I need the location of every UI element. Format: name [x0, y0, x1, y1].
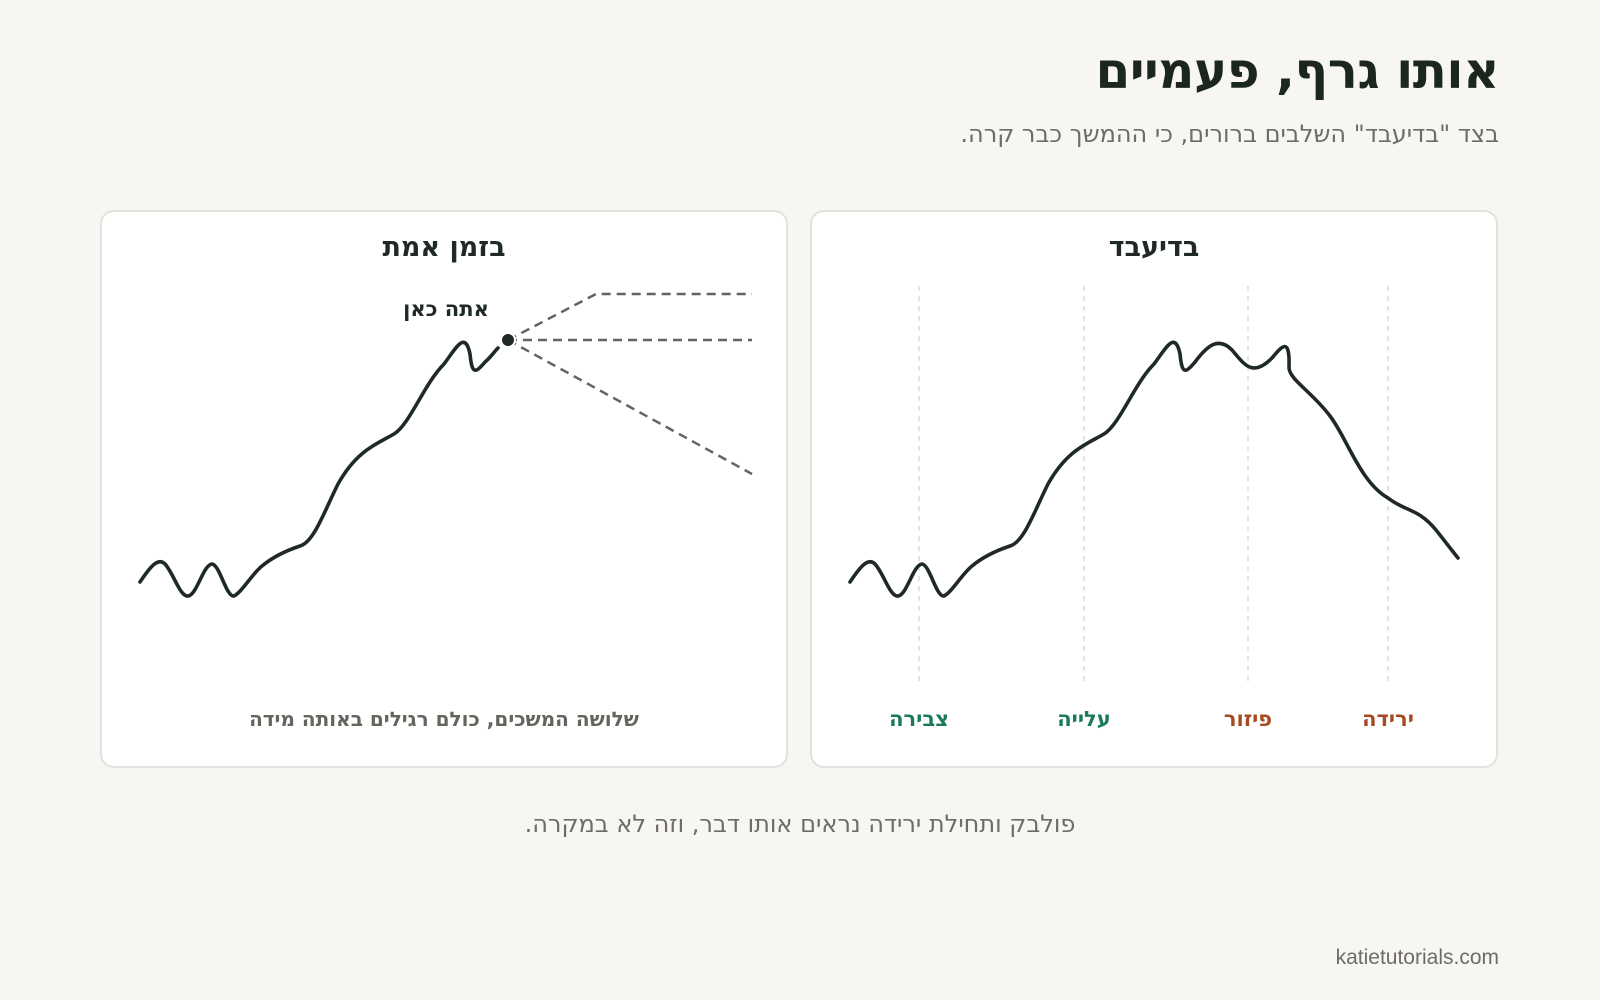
continuation-path-up: [507, 292, 752, 342]
hindsight-diagram: בדיעבד צבירה עלייה פיזור ירידה: [848, 232, 1460, 731]
site-credit: katietutorials.com: [1335, 946, 1499, 969]
footer-note: פולבק ותחילת ירידה נראים אותו דבר, וזה ל…: [524, 810, 1076, 838]
you-are-here-marker: [500, 332, 516, 348]
continuation-path-down: [507, 338, 753, 476]
hindsight-panel-title: בדיעבד: [1109, 232, 1200, 263]
realtime-panel-title: בזמן אמת: [382, 232, 505, 263]
page-title: אותו גרף, פעמיים: [1095, 42, 1500, 100]
phase-label-markdown: ירידה: [1362, 707, 1414, 731]
realtime-price-line: [138, 340, 500, 598]
realtime-caption: שלושה המשכים, כולם רגילים באותה מידה: [249, 707, 639, 731]
page-subtitle: בצד "בדיעבד" השלבים ברורים, כי ההמשך כבר…: [960, 120, 1499, 148]
hindsight-price-line: [848, 340, 1460, 598]
hindsight-panel: בדיעבד צבירה עלייה פיזור ירידה: [810, 210, 1498, 768]
you-are-here-label: אתה כאן: [403, 297, 489, 321]
phase-label-accumulation: צבירה: [889, 707, 949, 731]
realtime-panel: בזמן אמת אתה כאן שלושה המשכים, כולם רגיל…: [100, 210, 788, 768]
phase-label-markup: עלייה: [1057, 707, 1110, 731]
realtime-diagram: בזמן אמת אתה כאן שלושה המשכים, כולם רגיל…: [138, 232, 753, 731]
phase-label-distribution: פיזור: [1224, 707, 1272, 731]
